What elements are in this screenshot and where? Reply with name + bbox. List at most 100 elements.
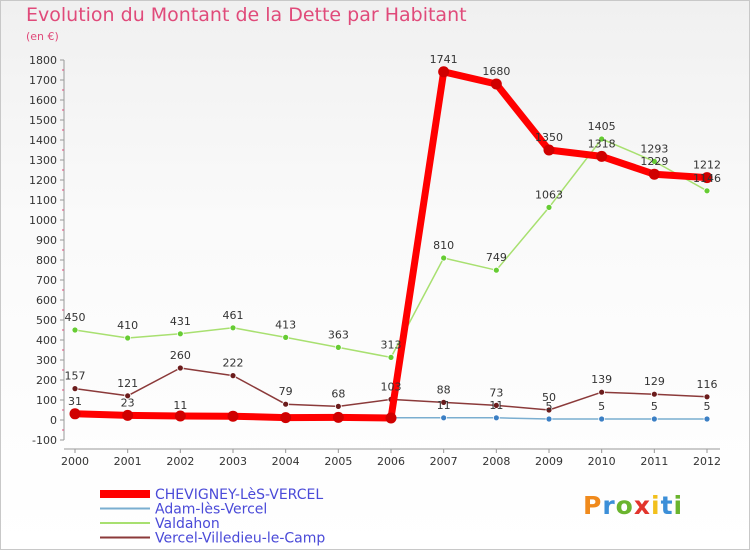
legend-label: Vercel-Villedieu-le-Camp — [155, 531, 325, 547]
data-point — [598, 415, 606, 423]
data-label: 129 — [644, 375, 665, 388]
data-point — [282, 400, 290, 408]
data-point — [650, 157, 658, 165]
data-label: 413 — [275, 318, 296, 331]
data-point — [598, 135, 606, 143]
x-tick-label: 2000 — [61, 455, 89, 468]
data-point — [438, 66, 450, 78]
data-label: 73 — [489, 386, 503, 399]
data-point — [174, 410, 186, 422]
y-tick-label: 100 — [36, 394, 57, 407]
data-label: 461 — [223, 309, 244, 322]
data-point — [492, 414, 500, 422]
x-tick-label: 2012 — [693, 455, 721, 468]
data-label: 450 — [65, 311, 86, 324]
data-point — [545, 415, 553, 423]
legend-label: CHEVIGNEY-LèS-VERCEL — [155, 487, 323, 503]
data-label: 1146 — [693, 172, 721, 185]
data-point — [227, 410, 239, 422]
data-point — [280, 412, 292, 424]
y-tick-label: 0 — [50, 414, 57, 427]
y-tick-label: 1500 — [29, 114, 57, 127]
x-tick-label: 2003 — [219, 455, 247, 468]
data-label: 11 — [489, 399, 503, 412]
x-tick-label: 2004 — [272, 455, 300, 468]
data-label: 31 — [68, 395, 82, 408]
data-label: 1063 — [535, 188, 563, 201]
data-point — [332, 411, 344, 423]
x-tick-label: 2009 — [535, 455, 563, 468]
y-tick-label: 1600 — [29, 94, 57, 107]
data-point — [648, 168, 660, 180]
data-point — [596, 150, 608, 162]
y-tick-label: 1800 — [29, 54, 57, 67]
data-label: 1212 — [693, 159, 721, 172]
y-tick-label: 1300 — [29, 154, 57, 167]
legend-label: Valdahon — [155, 516, 220, 532]
x-tick-label: 2011 — [640, 455, 668, 468]
y-tick-label: 500 — [36, 314, 57, 327]
x-tick-label: 2001 — [114, 455, 142, 468]
data-point — [545, 203, 553, 211]
data-label: 121 — [117, 377, 138, 390]
data-label: 1293 — [640, 142, 668, 155]
data-label: 5 — [704, 400, 711, 413]
data-label: 222 — [223, 357, 244, 370]
data-label: 103 — [381, 380, 402, 393]
data-label: 749 — [486, 251, 507, 264]
y-tick-label: 400 — [36, 334, 57, 347]
data-label: 313 — [381, 338, 402, 351]
x-tick-label: 2005 — [324, 455, 352, 468]
unit-label: (en €) — [26, 30, 59, 43]
data-point — [598, 388, 606, 396]
data-label: 139 — [591, 373, 612, 386]
data-point — [229, 324, 237, 332]
y-tick-label: 200 — [36, 374, 57, 387]
data-label: 1318 — [588, 137, 616, 150]
data-point — [122, 409, 134, 421]
data-label: 79 — [279, 385, 293, 398]
data-label: 116 — [697, 378, 718, 391]
data-point — [440, 254, 448, 262]
x-tick-label: 2006 — [377, 455, 405, 468]
data-label: 363 — [328, 328, 349, 341]
y-tick-label: 700 — [36, 274, 57, 287]
data-point — [492, 401, 500, 409]
data-point — [176, 364, 184, 372]
data-point — [701, 172, 713, 184]
data-label: 5 — [651, 400, 658, 413]
legend-label: Adam-lès-Vercel — [155, 502, 267, 518]
data-label: 1350 — [535, 131, 563, 144]
data-point — [282, 333, 290, 341]
x-tick-label: 2002 — [166, 455, 194, 468]
chart-title: Evolution du Montant de la Dette par Hab… — [26, 4, 467, 26]
data-point — [71, 326, 79, 334]
y-tick-label: 600 — [36, 294, 57, 307]
y-tick-label: 1400 — [29, 134, 57, 147]
data-point — [385, 412, 397, 424]
data-label: 5 — [546, 400, 553, 413]
x-tick-label: 2008 — [482, 455, 510, 468]
y-tick-label: -100 — [32, 434, 57, 447]
data-label: 88 — [437, 383, 451, 396]
y-tick-label: 1100 — [29, 194, 57, 207]
y-tick-label: 800 — [36, 254, 57, 267]
data-label: 50 — [542, 391, 556, 404]
data-point — [440, 414, 448, 422]
y-tick-label: 900 — [36, 234, 57, 247]
data-point — [650, 390, 658, 398]
data-label: 431 — [170, 315, 191, 328]
data-label: 23 — [121, 396, 135, 409]
data-point — [124, 392, 132, 400]
data-label: 1229 — [640, 155, 668, 168]
data-label: 5 — [598, 400, 605, 413]
data-point — [703, 393, 711, 401]
x-tick-label: 2007 — [430, 455, 458, 468]
y-tick-label: 300 — [36, 354, 57, 367]
data-point — [490, 78, 502, 90]
data-label: 1680 — [482, 65, 510, 78]
data-label: 410 — [117, 319, 138, 332]
data-label: 11 — [437, 399, 451, 412]
y-tick-label: 1000 — [29, 214, 57, 227]
data-label: 1405 — [588, 120, 616, 133]
